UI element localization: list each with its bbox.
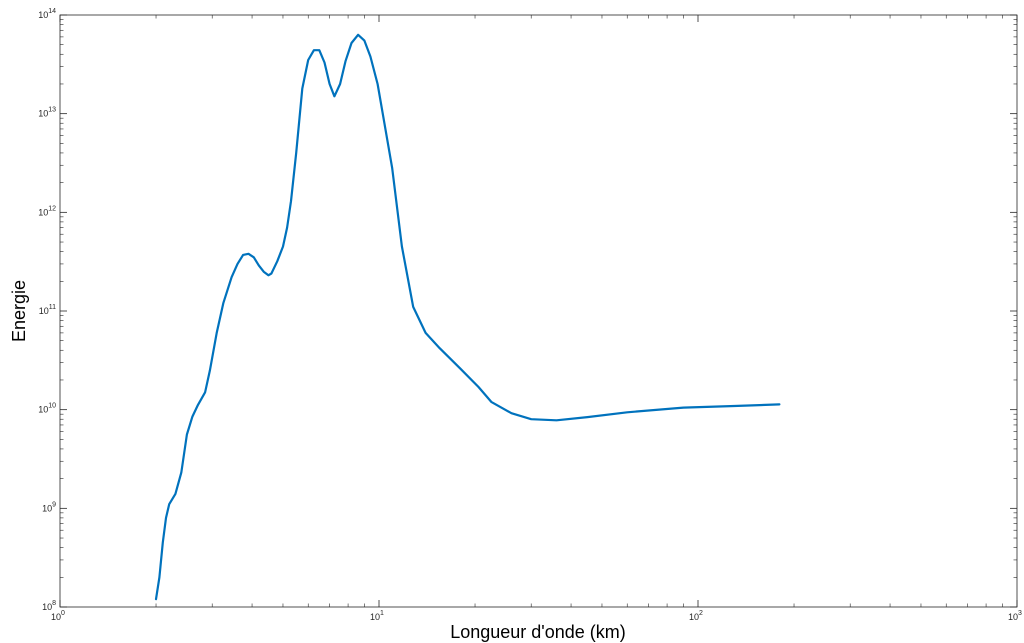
y-tick-label: 1011 (39, 304, 56, 316)
y-tick-label: 1012 (38, 205, 56, 217)
y-tick-label: 108 (42, 600, 56, 612)
x-tick-label: 102 (689, 610, 703, 622)
x-axis-ticks: 100 101 102 103 (51, 15, 1022, 622)
y-tick-label: 1010 (38, 403, 56, 415)
y-tick-label: 1014 (38, 8, 56, 20)
y-axis-ticks: 108 109 1010 1011 1012 1013 1014 (38, 8, 1017, 612)
x-tick-label: 100 (51, 610, 65, 622)
series-line-0 (154, 33, 781, 601)
series-layer (154, 33, 781, 601)
y-tick-label: 109 (42, 501, 56, 513)
plot-frame (59, 14, 1018, 608)
y-tick-label: 1013 (38, 107, 56, 119)
y-axis-label: Energie (9, 280, 29, 342)
x-tick-label: 103 (1008, 610, 1022, 622)
x-tick-label: 101 (370, 610, 384, 622)
x-axis-label: Longueur d'onde (km) (450, 622, 626, 642)
plot-background (60, 15, 1017, 607)
